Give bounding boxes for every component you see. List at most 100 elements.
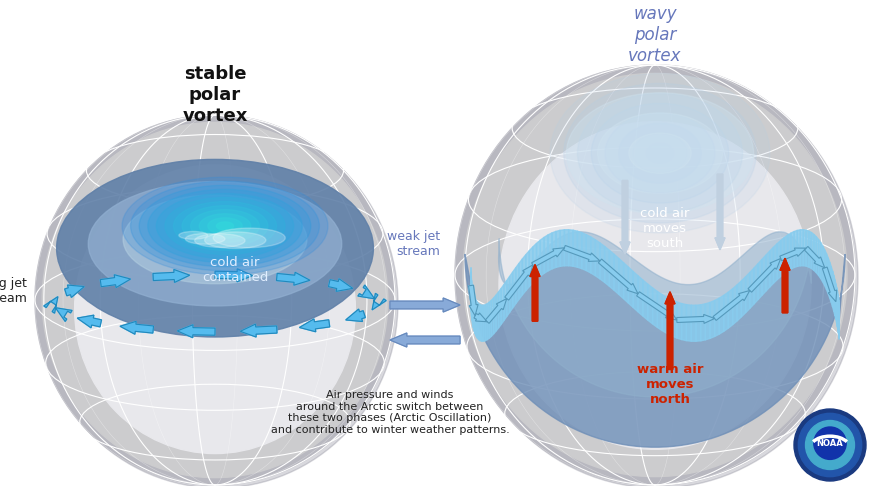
Polygon shape: [494, 295, 496, 334]
Polygon shape: [748, 259, 781, 292]
Polygon shape: [832, 271, 834, 312]
Polygon shape: [811, 232, 814, 270]
Polygon shape: [667, 297, 672, 336]
Polygon shape: [533, 243, 537, 283]
Polygon shape: [762, 255, 766, 295]
Circle shape: [798, 413, 862, 477]
Polygon shape: [800, 230, 803, 266]
Polygon shape: [791, 231, 795, 269]
Polygon shape: [483, 305, 485, 341]
Polygon shape: [477, 302, 479, 340]
Polygon shape: [600, 243, 605, 282]
Ellipse shape: [157, 193, 294, 259]
Polygon shape: [485, 298, 507, 323]
Polygon shape: [834, 276, 835, 315]
Text: cold air
moves
south: cold air moves south: [641, 208, 690, 250]
Polygon shape: [830, 262, 832, 303]
Circle shape: [805, 420, 854, 469]
Polygon shape: [77, 315, 101, 328]
Polygon shape: [390, 298, 460, 312]
Polygon shape: [823, 246, 825, 286]
Polygon shape: [240, 324, 277, 337]
Polygon shape: [758, 260, 762, 300]
Polygon shape: [563, 245, 600, 261]
Polygon shape: [525, 251, 529, 291]
Polygon shape: [485, 304, 488, 341]
Ellipse shape: [591, 104, 729, 203]
Polygon shape: [781, 238, 784, 277]
Ellipse shape: [56, 159, 373, 337]
Polygon shape: [529, 247, 533, 287]
Polygon shape: [715, 298, 719, 336]
Polygon shape: [590, 237, 596, 276]
Ellipse shape: [75, 165, 356, 453]
Polygon shape: [700, 304, 706, 341]
Polygon shape: [532, 248, 564, 267]
Text: warm air
moves
north: warm air moves north: [637, 363, 703, 406]
Ellipse shape: [646, 143, 674, 163]
Polygon shape: [766, 251, 770, 291]
Polygon shape: [828, 258, 830, 298]
Text: wavy
polar
vortex: wavy polar vortex: [628, 5, 682, 65]
Ellipse shape: [205, 232, 266, 248]
Polygon shape: [552, 231, 556, 269]
Ellipse shape: [173, 202, 276, 250]
Polygon shape: [481, 305, 483, 341]
Polygon shape: [825, 250, 826, 290]
Polygon shape: [691, 305, 696, 341]
Ellipse shape: [577, 93, 743, 213]
Polygon shape: [465, 248, 845, 447]
Polygon shape: [499, 288, 502, 328]
Polygon shape: [507, 277, 510, 316]
Ellipse shape: [123, 195, 307, 284]
Polygon shape: [784, 235, 788, 274]
Circle shape: [794, 409, 866, 481]
Polygon shape: [479, 304, 480, 341]
Polygon shape: [774, 243, 777, 283]
Polygon shape: [505, 265, 533, 300]
Polygon shape: [835, 279, 836, 320]
Ellipse shape: [213, 228, 285, 248]
Ellipse shape: [216, 222, 233, 230]
Polygon shape: [544, 235, 548, 273]
Polygon shape: [596, 240, 600, 279]
Polygon shape: [586, 235, 590, 273]
Polygon shape: [634, 272, 638, 312]
Polygon shape: [754, 264, 758, 304]
Ellipse shape: [186, 233, 225, 244]
Ellipse shape: [564, 84, 756, 223]
Ellipse shape: [567, 93, 753, 214]
Polygon shape: [153, 269, 190, 282]
Polygon shape: [624, 263, 628, 303]
Polygon shape: [474, 295, 475, 334]
Polygon shape: [686, 305, 691, 341]
Polygon shape: [577, 231, 582, 269]
Text: cold air
contained: cold air contained: [202, 257, 268, 284]
Polygon shape: [513, 268, 516, 308]
Polygon shape: [120, 321, 153, 334]
Polygon shape: [677, 314, 715, 323]
Polygon shape: [770, 247, 774, 287]
Polygon shape: [663, 295, 667, 333]
Polygon shape: [777, 241, 781, 280]
Polygon shape: [468, 285, 478, 316]
Polygon shape: [733, 285, 737, 325]
Polygon shape: [710, 300, 715, 338]
Polygon shape: [696, 305, 700, 341]
Polygon shape: [488, 302, 489, 340]
Polygon shape: [677, 302, 682, 340]
Polygon shape: [328, 278, 353, 291]
Ellipse shape: [458, 68, 858, 486]
Polygon shape: [582, 233, 586, 271]
Polygon shape: [795, 230, 797, 267]
Polygon shape: [741, 277, 745, 317]
Polygon shape: [605, 246, 609, 286]
Polygon shape: [346, 309, 365, 321]
Ellipse shape: [122, 177, 328, 275]
Ellipse shape: [208, 218, 242, 234]
Ellipse shape: [139, 185, 311, 267]
Text: NOAA: NOAA: [817, 439, 843, 448]
Polygon shape: [564, 230, 568, 266]
Polygon shape: [598, 259, 638, 294]
Polygon shape: [530, 264, 540, 321]
